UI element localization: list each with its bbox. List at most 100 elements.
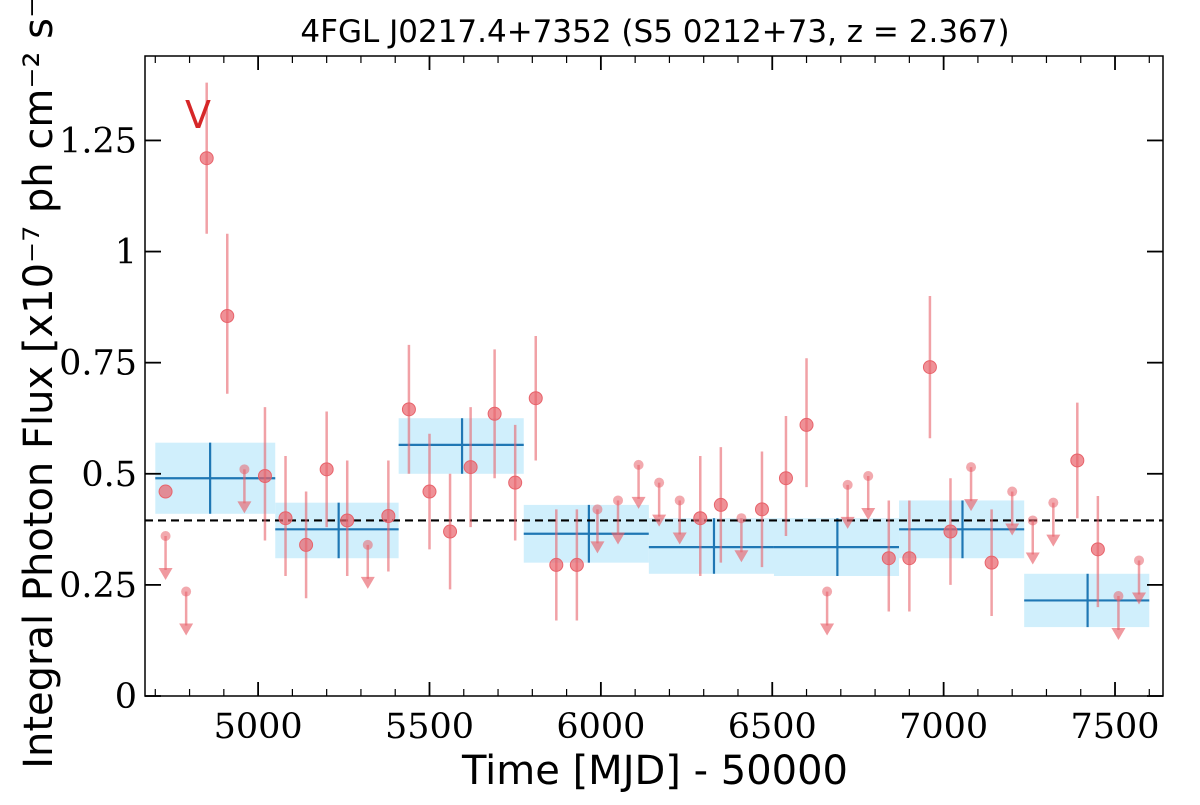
flux-upper-limit — [631, 459, 646, 509]
x-tick-label: 5000 — [214, 707, 303, 747]
annotation-marker: V — [185, 93, 211, 137]
flux-data-point — [569, 509, 584, 621]
flux-block — [648, 518, 774, 574]
upper-limit-arrow — [652, 514, 667, 527]
flux-upper-limit — [611, 495, 626, 545]
flux-marker — [713, 497, 728, 512]
upper-limit-arrow — [360, 576, 375, 589]
upper-limit-arrow — [1132, 592, 1147, 605]
flux-marker — [508, 475, 523, 490]
flux-marker — [340, 513, 355, 528]
y-tick-label: 1 — [115, 233, 137, 273]
upper-limit-cap — [736, 513, 747, 524]
flux-marker — [381, 509, 396, 523]
x-tick-label: 7500 — [1070, 707, 1159, 747]
flux-marker — [778, 471, 793, 486]
flux-marker — [319, 462, 334, 477]
y-axis-label: Integral Photon Flux [x10⁻⁷ ph cm⁻² s⁻¹] — [16, 0, 62, 769]
flux-block — [523, 504, 649, 563]
flux-block — [1024, 573, 1150, 628]
flux-marker — [569, 557, 584, 572]
flux-data-point — [754, 451, 769, 568]
x-tick-label: 6500 — [728, 707, 817, 747]
flux-marker — [1070, 453, 1085, 468]
flux-upper-limit — [1046, 497, 1061, 547]
upper-limit-arrow — [672, 532, 687, 545]
upper-limit-arrow — [590, 541, 605, 554]
flux-data-point — [943, 478, 958, 585]
flux-data-point — [528, 336, 543, 461]
y-tick-label: 0.5 — [81, 455, 137, 495]
flux-marker — [422, 484, 437, 499]
flux-marker — [984, 555, 999, 570]
flux-marker — [902, 551, 917, 566]
plot-frame — [144, 55, 1164, 697]
flux-marker — [881, 551, 896, 566]
flux-upper-limit — [1025, 515, 1040, 565]
upper-limit-cap — [613, 495, 624, 506]
flux-marker — [487, 406, 502, 421]
flux-data-point — [508, 424, 523, 541]
flux-block — [773, 518, 900, 576]
upper-limit-cap — [1048, 497, 1059, 508]
upper-limit-arrow — [964, 499, 979, 512]
flux-data-point — [902, 500, 917, 612]
upper-limit-arrow — [840, 516, 855, 529]
x-tick-label: 5500 — [385, 707, 474, 747]
upper-limit-cap — [592, 504, 603, 515]
flux-block — [155, 442, 276, 514]
flux-block-band — [648, 518, 774, 574]
flux-upper-limit — [652, 477, 667, 527]
upper-limit-cap — [842, 479, 853, 490]
flux-data-point — [693, 456, 708, 576]
flux-data-point — [1090, 496, 1105, 608]
flux-data-point — [922, 296, 937, 439]
flux-data-point — [199, 82, 214, 234]
upper-limit-cap — [1007, 486, 1018, 497]
flux-data-point — [299, 491, 314, 599]
y-tick-label: 0.25 — [59, 566, 137, 606]
flux-marker — [693, 511, 708, 526]
chart-title: 4FGL J0217.4+7352 (S5 0212+73, z = 2.367… — [300, 14, 1009, 50]
upper-limit-arrow — [1046, 534, 1061, 547]
flux-marker — [943, 524, 958, 539]
flux-data-point — [549, 509, 564, 621]
flux-data-point — [1070, 402, 1085, 519]
flux-upper-limit — [1111, 591, 1126, 640]
flux-data-point — [340, 460, 355, 576]
y-tick-label: 0 — [115, 677, 137, 717]
flux-marker — [754, 502, 769, 517]
upper-limit-arrow — [1025, 552, 1040, 565]
upper-limit-arrow — [1005, 523, 1020, 536]
upper-limit-arrow — [179, 623, 194, 636]
upper-limit-arrow — [631, 496, 646, 509]
axis-ticks-layer: 5000 5500 6000 6500 7000 7500 0 0.25 0.5 0.75 1 1.2… — [59, 56, 1163, 747]
upper-limit-cap — [966, 462, 977, 473]
upper-limit-arrow — [1111, 628, 1126, 640]
y-tick-label: 0.75 — [59, 344, 137, 384]
flux-data-point — [278, 456, 293, 576]
upper-limit-cap — [674, 495, 685, 506]
flux-upper-limit — [590, 504, 605, 554]
flux-upper-limit — [840, 479, 855, 529]
upper-limit-cap — [160, 531, 171, 541]
flux-marker — [278, 511, 293, 526]
flux-upper-limit — [672, 495, 687, 545]
x-tick-label: 7000 — [899, 707, 988, 747]
upper-limit-cap — [654, 477, 665, 488]
flux-marker — [257, 469, 272, 483]
flux-data-point — [778, 416, 793, 536]
bayesian-blocks-layer — [155, 418, 1150, 628]
flux-data-point — [881, 500, 896, 612]
flux-marker — [549, 557, 564, 572]
upper-limit-arrow — [861, 508, 876, 520]
flux-upper-limit — [1005, 486, 1020, 536]
flux-data-point — [799, 358, 814, 488]
upper-limit-cap — [1134, 555, 1145, 566]
flux-marker — [463, 460, 478, 475]
flux-marker — [1090, 542, 1105, 557]
flux-marker — [799, 417, 814, 432]
flux-upper-limit — [179, 586, 194, 636]
flux-data-point — [401, 344, 416, 474]
